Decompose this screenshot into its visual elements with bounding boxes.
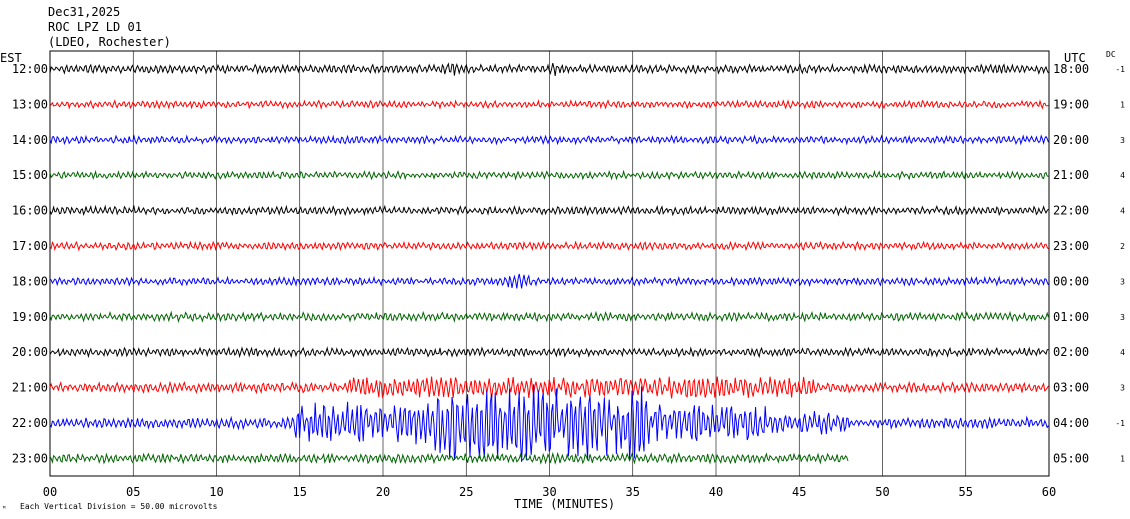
est-hour-label: 17:00	[12, 239, 48, 253]
est-hour-label: 22:00	[12, 416, 48, 430]
x-tick-label: 25	[459, 485, 473, 499]
est-hour-label: 14:00	[12, 133, 48, 147]
est-axis-label: EST	[0, 51, 22, 65]
header-station: ROC LPZ LD 01	[48, 20, 142, 34]
seismic-trace	[49, 134, 1049, 146]
utc-hour-label: 05:00	[1053, 451, 1089, 465]
dc-value-labels: -1 1 3 4 4 2 3 3 4 3 -1 1	[1115, 65, 1125, 463]
utc-hour-labels: 18:00 19:00 20:00 21:00 22:00 23:00 00:00 01:00…	[1053, 62, 1089, 465]
seismic-trace	[49, 240, 1049, 252]
utc-hour-label: 22:00	[1053, 204, 1089, 218]
utc-hour-label: 02:00	[1053, 345, 1089, 359]
seismic-trace	[49, 99, 1049, 111]
est-hour-label: 12:00	[12, 62, 48, 76]
x-tick-label: 15	[293, 485, 307, 499]
est-hour-label: 15:00	[12, 168, 48, 182]
dc-value: 3	[1120, 136, 1125, 145]
x-tick-label: 30	[542, 485, 556, 499]
utc-hour-label: 01:00	[1053, 310, 1089, 324]
dc-value: -1	[1115, 65, 1125, 74]
seismic-trace	[49, 384, 1049, 462]
est-hour-label: 21:00	[12, 381, 48, 395]
x-axis-title: TIME (MINUTES)	[514, 497, 615, 511]
utc-hour-label: 21:00	[1053, 168, 1089, 182]
dc-value: 3	[1120, 384, 1125, 393]
x-tick-label: 35	[626, 485, 640, 499]
x-tick-label: 45	[792, 485, 806, 499]
est-hour-label: 19:00	[12, 310, 48, 324]
utc-hour-label: 18:00	[1053, 62, 1089, 76]
utc-hour-label: 20:00	[1053, 133, 1089, 147]
dc-value: 2	[1120, 242, 1125, 251]
seismic-trace	[49, 204, 1049, 217]
seismic-trace	[49, 62, 1049, 76]
dc-value: 3	[1120, 277, 1125, 286]
seismic-trace	[49, 346, 1049, 359]
dc-value: 1	[1120, 454, 1125, 463]
x-tick-label: 20	[376, 485, 390, 499]
grid-lines	[49, 50, 1050, 477]
header-network: (LDEO, Rochester)	[48, 35, 171, 49]
x-tick-label: 10	[209, 485, 223, 499]
utc-hour-label: 19:00	[1053, 97, 1089, 111]
est-hour-labels: 12:00 13:00 14:00 15:00 16:00 17:00 18:00 19:00…	[12, 62, 48, 465]
trace-layer	[49, 62, 1049, 465]
x-tick-label: 50	[875, 485, 889, 499]
utc-hour-label: 03:00	[1053, 381, 1089, 395]
est-hour-label: 13:00	[12, 97, 48, 111]
scale-note: Each Vertical Division = 50.00 microvolt…	[20, 502, 218, 511]
dc-value: 4	[1120, 348, 1125, 357]
x-tick-label: 40	[709, 485, 723, 499]
seismic-trace	[49, 273, 1049, 289]
utc-axis-label: UTC	[1064, 51, 1086, 65]
seismic-trace	[49, 376, 1049, 399]
dc-value: 3	[1120, 313, 1125, 322]
dc-label: DC	[1106, 50, 1116, 59]
x-tick-label: 55	[959, 485, 973, 499]
seismic-trace	[49, 169, 1049, 181]
est-hour-label: 16:00	[12, 204, 48, 218]
seismic-trace	[49, 310, 1049, 323]
dc-value: 1	[1120, 100, 1125, 109]
seismic-trace	[49, 451, 849, 465]
utc-hour-label: 04:00	[1053, 416, 1089, 430]
est-hour-label: 20:00	[12, 345, 48, 359]
x-tick-label: 60	[1042, 485, 1056, 499]
est-hour-label: 18:00	[12, 274, 48, 288]
x-tick-label: 05	[126, 485, 140, 499]
dc-value: 4	[1120, 207, 1125, 216]
x-tick-label: 00	[43, 485, 57, 499]
corner-mark: ᴹ	[2, 505, 6, 513]
dc-value: -1	[1115, 419, 1125, 428]
est-hour-label: 23:00	[12, 451, 48, 465]
utc-hour-label: 00:00	[1053, 274, 1089, 288]
dc-value: 4	[1120, 171, 1125, 180]
utc-hour-label: 23:00	[1053, 239, 1089, 253]
header-date: Dec31,2025	[48, 5, 120, 19]
x-tick-labels: 00 05 10 15 20 25 30 35 40 45 50 55 60	[43, 485, 1056, 499]
